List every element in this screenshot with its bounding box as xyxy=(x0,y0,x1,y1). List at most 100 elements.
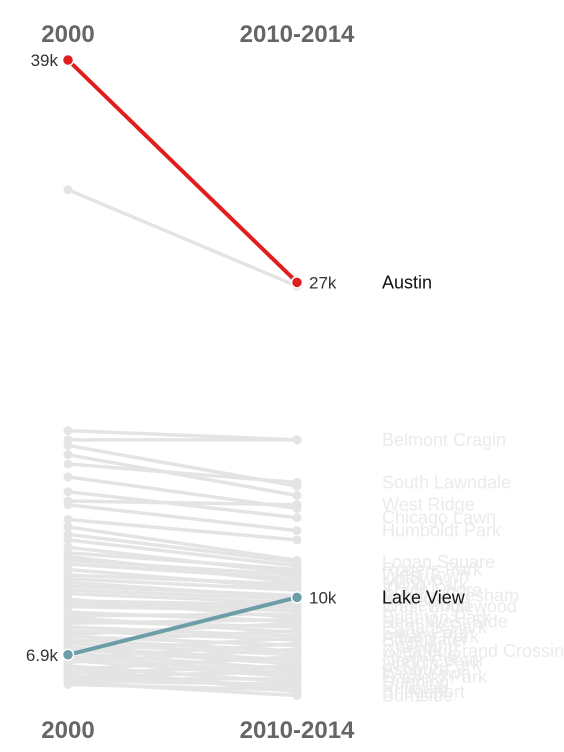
chicago-lawn-line xyxy=(67,489,298,520)
austin-end-point xyxy=(290,276,304,289)
series-6-end-point xyxy=(292,535,302,545)
irving-park-line xyxy=(67,573,298,587)
humboldt-park-line xyxy=(67,502,298,533)
roseland-label: Roseland xyxy=(382,636,458,656)
dim-labels-layer: Belmont Cragin South Lawndale West RidgeCh… xyxy=(382,430,564,706)
belmont-cragin-label: Belmont Cragin xyxy=(382,430,506,450)
logan-square-start-point xyxy=(63,529,73,539)
series-4-start-point xyxy=(63,450,73,460)
lake-view-start-point xyxy=(61,648,75,662)
series-1-start-point xyxy=(63,185,73,195)
ashburn-label: Ashburn xyxy=(382,660,449,680)
greater-grand-crossing-line xyxy=(67,638,298,653)
x-axis-title-2010-2014-top: 2010-2014 xyxy=(240,21,355,48)
austin-end-value-label: 27k xyxy=(309,273,337,292)
auburn-gresham-label: Auburn Gresham xyxy=(382,586,519,606)
series-7-line xyxy=(67,525,298,563)
lake-view-end-value-label: 10k xyxy=(309,588,337,607)
series-2-start-point xyxy=(63,426,73,436)
highlighted-series-layer: 39k 27k Austin 6.9k 10k Lake View xyxy=(26,51,466,665)
south-lawndale-label: South Lawndale xyxy=(382,472,511,492)
south-lawndale-start-point xyxy=(63,459,73,469)
edgewater-line xyxy=(67,628,298,642)
south-shore-line xyxy=(67,577,298,592)
garfield-park-label: Garfield Park xyxy=(382,667,488,687)
greater-grand-crossing-label: Greater Grand Crossing xyxy=(382,641,564,661)
edgewater-label: Edgewater xyxy=(382,630,468,650)
chicago-lawn-start-point xyxy=(63,487,73,497)
humboldt-park-start-point xyxy=(63,500,73,510)
near-west-side-line xyxy=(67,610,298,624)
gage-park-label: Gage Park xyxy=(382,623,469,643)
austin-start-value-label: 39k xyxy=(31,51,59,70)
pullman-label: Pullman xyxy=(382,678,447,698)
belmont-cragin-start-point xyxy=(63,435,73,445)
burnside-end-point xyxy=(292,691,302,701)
west-englewood-end-point xyxy=(292,602,302,612)
humboldt-park-label: Humboldt Park xyxy=(382,521,502,541)
west-lawn-line xyxy=(67,654,298,676)
lincoln-park-label: Lincoln Park xyxy=(382,654,482,674)
x-axis-title-2000-bottom: 2000 xyxy=(41,717,94,744)
garfield-park-line xyxy=(67,658,298,679)
series-1-line xyxy=(67,188,298,288)
dunning-line xyxy=(67,664,298,685)
dunning-label: Dunning xyxy=(382,673,449,693)
uptown-start-point xyxy=(63,559,73,569)
series-8-line xyxy=(67,538,298,568)
series-10-line xyxy=(67,554,298,585)
rogers-park-line xyxy=(67,551,298,572)
x-axis-title-2000-top: 2000 xyxy=(41,21,94,48)
near-west-side-label: Near West Side xyxy=(382,611,508,631)
logan-square-label: Logan Square xyxy=(382,552,495,572)
south-lawndale-end-point xyxy=(292,477,302,487)
irving-park-label: Irving Park xyxy=(382,574,469,594)
west-town-label: West Town xyxy=(382,565,469,585)
logan-square-line xyxy=(67,532,298,564)
chicago-lawn-label: Chicago Lawn xyxy=(382,508,496,528)
new-city-start-point xyxy=(63,585,73,595)
burnside-start-point xyxy=(63,678,73,688)
rogers-park-start-point xyxy=(63,548,73,558)
portage-park-label: Portage Park xyxy=(382,617,488,637)
x-axis-title-2010-2014-bottom: 2010-2014 xyxy=(240,717,355,744)
rogers-park-label: Rogers Park xyxy=(382,560,483,580)
west-ridge-end-point xyxy=(292,500,302,510)
axis-layer: 2000 2010-2014 2000 2010-2014 xyxy=(41,21,355,744)
brighton-park-line xyxy=(67,597,298,620)
bridgeport-label: Bridgeport xyxy=(382,682,465,702)
new-city-line xyxy=(67,588,298,601)
lincoln-park-line xyxy=(67,647,298,666)
series-7-start-point xyxy=(63,522,73,532)
englewood-label: Englewood xyxy=(382,595,471,615)
albany-park-line xyxy=(67,625,298,639)
burnside-label: Burnside xyxy=(382,686,453,706)
ashburn-line xyxy=(67,651,298,672)
north-center-label: North Center xyxy=(382,650,485,670)
austin-label: Austin xyxy=(382,272,432,292)
uptown-label: Uptown xyxy=(382,569,443,589)
bridgeport-line xyxy=(67,666,298,694)
series-13-line xyxy=(67,591,298,605)
avondale-label: Avondale xyxy=(382,645,457,665)
series-4-line xyxy=(67,452,298,498)
south-shore-start-point xyxy=(63,574,73,584)
series-6-line xyxy=(67,517,298,542)
new-city-label: New City xyxy=(382,589,454,609)
lake-view-start-value-label: 6.9k xyxy=(26,646,59,665)
austin-start-point xyxy=(61,53,75,67)
lake-view-line xyxy=(67,595,298,657)
austin-line xyxy=(66,58,299,284)
burnside-line xyxy=(67,680,298,698)
brighton-park-start-point xyxy=(63,594,73,604)
north-center-line xyxy=(67,645,298,663)
logan-square-end-point xyxy=(292,557,302,567)
belmont-cragin-end-point xyxy=(292,435,302,445)
gage-park-start-point xyxy=(63,613,73,623)
lake-view-end-point xyxy=(290,591,304,604)
west-ridge-label: West Ridge xyxy=(382,495,475,515)
series-5-start-point xyxy=(63,472,73,482)
lake-view-label: Lake View xyxy=(382,587,466,607)
series-4-end-point xyxy=(292,490,302,500)
humboldt-park-end-point xyxy=(292,526,302,536)
